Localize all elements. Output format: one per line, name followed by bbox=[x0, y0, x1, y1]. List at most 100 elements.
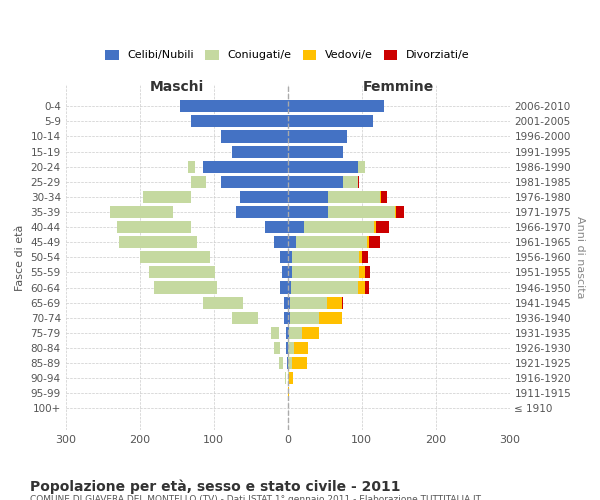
Bar bbox=[221, 130, 287, 142]
Bar bbox=[302, 327, 319, 339]
Bar bbox=[280, 357, 283, 369]
Bar bbox=[274, 327, 277, 339]
Bar bbox=[181, 100, 287, 112]
Bar bbox=[179, 191, 185, 203]
Bar bbox=[287, 160, 358, 172]
Bar bbox=[376, 221, 389, 233]
Bar bbox=[292, 266, 359, 278]
Text: Popolazione per età, sesso e stato civile - 2011: Popolazione per età, sesso e stato civil… bbox=[30, 480, 401, 494]
Bar bbox=[173, 236, 185, 248]
Bar bbox=[369, 236, 380, 248]
Bar bbox=[380, 191, 381, 203]
Bar bbox=[319, 312, 341, 324]
Y-axis label: Anni di nascita: Anni di nascita bbox=[575, 216, 585, 298]
Bar bbox=[284, 296, 287, 308]
Bar bbox=[199, 266, 206, 278]
Bar bbox=[287, 116, 373, 128]
Bar bbox=[140, 252, 210, 264]
Bar bbox=[287, 100, 384, 112]
Bar bbox=[203, 176, 204, 188]
Bar bbox=[296, 236, 367, 248]
Bar bbox=[341, 296, 343, 308]
Bar bbox=[362, 252, 368, 264]
Bar bbox=[239, 191, 287, 203]
Bar bbox=[287, 266, 292, 278]
Bar bbox=[284, 372, 286, 384]
Bar bbox=[165, 221, 178, 233]
Bar bbox=[191, 176, 206, 188]
Bar bbox=[221, 176, 287, 188]
Bar bbox=[327, 296, 341, 308]
Bar bbox=[287, 206, 328, 218]
Bar bbox=[287, 191, 328, 203]
Bar bbox=[274, 342, 280, 354]
Bar bbox=[287, 146, 343, 158]
Text: Femmine: Femmine bbox=[363, 80, 434, 94]
Bar bbox=[149, 266, 215, 278]
Bar bbox=[374, 221, 376, 233]
Bar bbox=[154, 282, 217, 294]
Bar bbox=[232, 146, 287, 158]
Bar bbox=[287, 387, 289, 400]
Bar bbox=[204, 282, 210, 294]
Bar bbox=[214, 282, 216, 294]
Bar bbox=[304, 221, 374, 233]
Bar bbox=[291, 282, 358, 294]
Bar bbox=[358, 176, 359, 188]
Bar bbox=[277, 342, 279, 354]
Bar bbox=[280, 357, 281, 369]
Bar bbox=[286, 342, 287, 354]
Bar bbox=[212, 266, 214, 278]
Bar bbox=[287, 327, 289, 339]
Bar bbox=[155, 206, 164, 218]
Legend: Celibi/Nubili, Coniugati/e, Vedovi/e, Divorziati/e: Celibi/Nubili, Coniugati/e, Vedovi/e, Di… bbox=[101, 45, 474, 65]
Bar bbox=[118, 221, 191, 233]
Bar bbox=[239, 296, 241, 308]
Bar bbox=[359, 266, 365, 278]
Bar bbox=[289, 357, 292, 369]
Bar bbox=[280, 282, 287, 294]
Bar bbox=[232, 312, 258, 324]
Bar bbox=[236, 296, 239, 308]
Bar bbox=[287, 296, 290, 308]
Bar bbox=[143, 191, 191, 203]
Bar bbox=[359, 252, 362, 264]
Text: COMUNE DI GIAVERA DEL MONTELLO (TV) - Dati ISTAT 1° gennaio 2011 - Elaborazione : COMUNE DI GIAVERA DEL MONTELLO (TV) - Da… bbox=[30, 495, 481, 500]
Text: Maschi: Maschi bbox=[149, 80, 204, 94]
Bar bbox=[287, 312, 290, 324]
Bar bbox=[294, 342, 308, 354]
Bar bbox=[343, 176, 358, 188]
Bar bbox=[287, 236, 296, 248]
Bar bbox=[287, 402, 289, 414]
Bar bbox=[286, 327, 287, 339]
Bar bbox=[290, 312, 319, 324]
Bar bbox=[358, 282, 365, 294]
Bar bbox=[281, 266, 287, 278]
Bar bbox=[251, 312, 254, 324]
Bar bbox=[289, 327, 302, 339]
Bar bbox=[365, 282, 369, 294]
Bar bbox=[381, 191, 387, 203]
Bar bbox=[274, 236, 287, 248]
Bar bbox=[265, 221, 287, 233]
Bar bbox=[119, 236, 197, 248]
Bar bbox=[328, 206, 395, 218]
Bar bbox=[191, 116, 287, 128]
Bar bbox=[195, 236, 196, 248]
Bar bbox=[365, 266, 370, 278]
Bar bbox=[208, 252, 209, 264]
Bar bbox=[290, 296, 327, 308]
Bar bbox=[287, 342, 289, 354]
Bar bbox=[328, 191, 380, 203]
Bar bbox=[367, 236, 369, 248]
Bar bbox=[191, 252, 200, 264]
Bar bbox=[287, 372, 289, 384]
Bar bbox=[271, 327, 279, 339]
Bar bbox=[203, 160, 287, 172]
Bar bbox=[188, 160, 195, 172]
Bar bbox=[358, 160, 365, 172]
Bar bbox=[292, 357, 307, 369]
Bar bbox=[236, 206, 287, 218]
Bar bbox=[287, 282, 291, 294]
Bar bbox=[287, 130, 347, 142]
